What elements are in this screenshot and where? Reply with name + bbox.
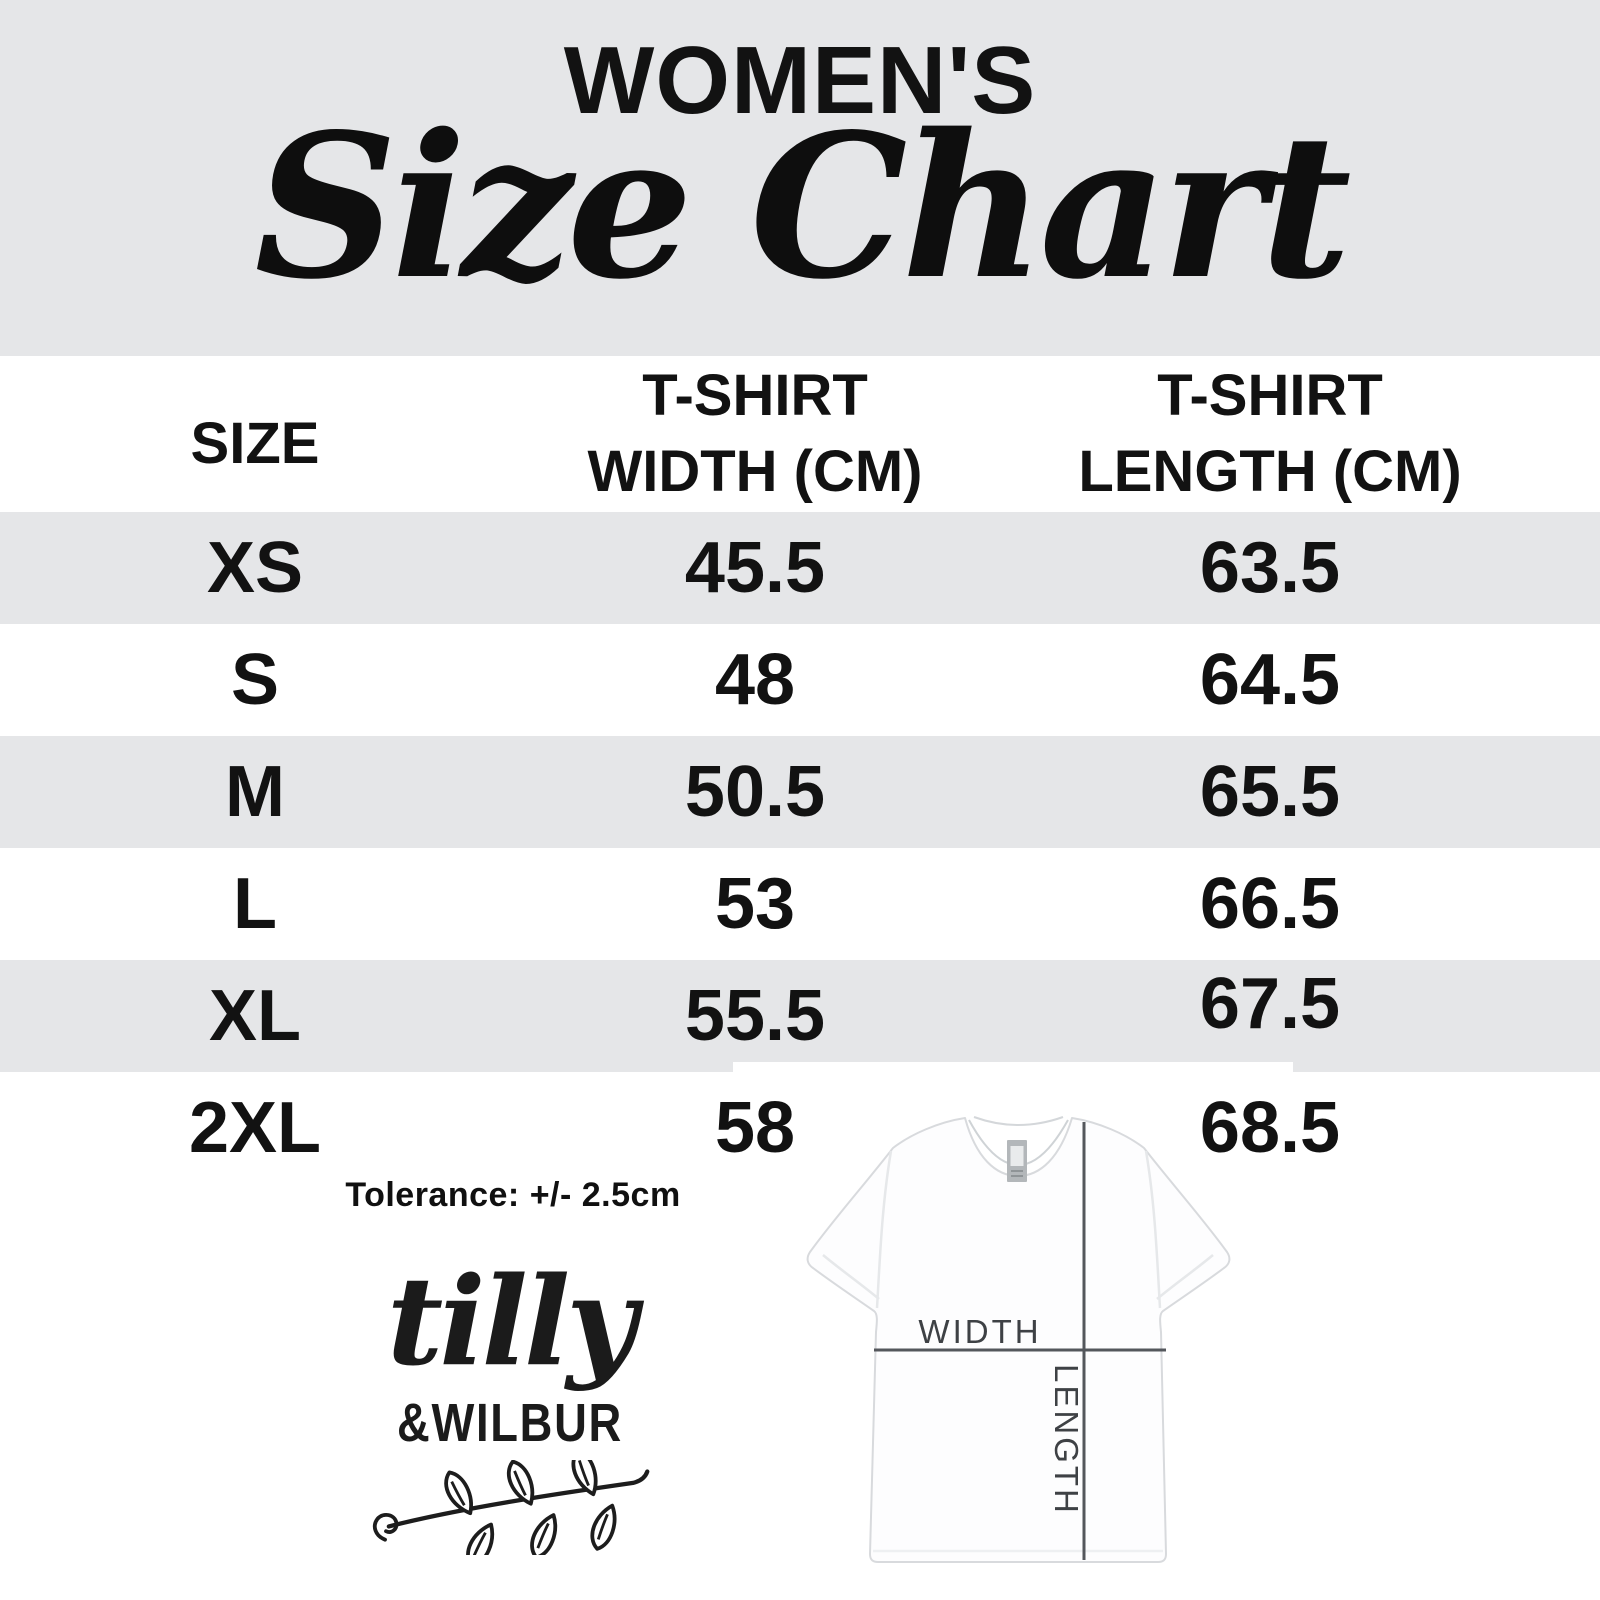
width-value-cell: 58 (714, 1088, 796, 1168)
tshirt-photo: WIDTH LENGTH (733, 1062, 1293, 1600)
length-value-cell: 67.5 (1199, 964, 1341, 1044)
width-value-cell: 55.5 (684, 976, 826, 1056)
size-cell: 2XL (188, 1088, 322, 1168)
brand-script-name: tilly (386, 1249, 637, 1393)
table-row-s: S 48 64.5 (0, 624, 1600, 736)
column-header-length: T-SHIRT LENGTH (CM) (1030, 356, 1510, 512)
column-header-length-line2: LENGTH (CM) (1078, 439, 1462, 504)
back-neck-rib (973, 1116, 1064, 1126)
length-value-cell: 65.5 (1199, 752, 1341, 832)
tshirt-outline (806, 1117, 1231, 1563)
column-header-size: SIZE (40, 356, 470, 512)
left-armhole-seam (875, 1150, 893, 1309)
width-value-cell: 50.5 (684, 752, 826, 832)
header-kicker: WOMEN'S (563, 27, 1037, 134)
width-value-cell: 48 (714, 640, 796, 720)
column-header-width-line2: WIDTH (CM) (587, 439, 923, 504)
size-cell: XL (208, 976, 301, 1056)
column-header-length-line1: T-SHIRT (1157, 363, 1383, 428)
laurel-branch-icon (372, 1446, 650, 1572)
column-header-width-line1: T-SHIRT (642, 363, 868, 428)
length-value-cell: 63.5 (1199, 528, 1341, 608)
right-sleeve-hem (1156, 1254, 1214, 1300)
width-value-cell: 53 (714, 864, 796, 944)
table-row-m: M 50.5 65.5 (0, 736, 1600, 848)
table-row-l: L 53 66.5 (0, 848, 1600, 960)
column-header-width: T-SHIRT WIDTH (CM) (480, 356, 1030, 512)
header-band: WOMEN'S Size Chart (0, 0, 1600, 356)
neck-label-tag-lines (1011, 1170, 1023, 1177)
size-cell: M (225, 752, 285, 832)
column-header-size-label: SIZE (190, 411, 320, 476)
table-header-row: SIZE T-SHIRT WIDTH (CM) T-SHIRT LENGTH (… (0, 356, 1600, 512)
size-cell: S (230, 640, 280, 720)
right-armhole-seam (1144, 1150, 1162, 1309)
width-value-cell: 45.5 (684, 528, 826, 608)
neck-label-tag-inner (1010, 1146, 1024, 1166)
table-row-xs: XS 45.5 63.5 (0, 512, 1600, 624)
size-cell: L (233, 864, 277, 944)
brand-caps-name: &WILBUR (397, 1393, 623, 1453)
length-value-cell: 66.5 (1199, 864, 1341, 944)
page-title: Size Chart (254, 90, 1351, 323)
length-value-cell: 68.5 (1199, 1088, 1341, 1168)
tolerance-note: Tolerance: +/- 2.5cm (345, 1176, 681, 1214)
brand-logo: tilly &WILBUR (358, 1249, 662, 1572)
table-row-xl: XL 55.5 67.5 (0, 960, 1600, 1072)
length-label: LENGTH (1048, 1364, 1085, 1516)
table-row-2xl: 2XL 58 68.5 (0, 1072, 1600, 1184)
width-label: WIDTH (918, 1313, 1041, 1350)
tshirt-graphic: WIDTH LENGTH (806, 1116, 1231, 1563)
left-sleeve-hem (822, 1254, 880, 1300)
size-cell: XS (206, 528, 304, 608)
length-value-cell: 64.5 (1199, 640, 1341, 720)
